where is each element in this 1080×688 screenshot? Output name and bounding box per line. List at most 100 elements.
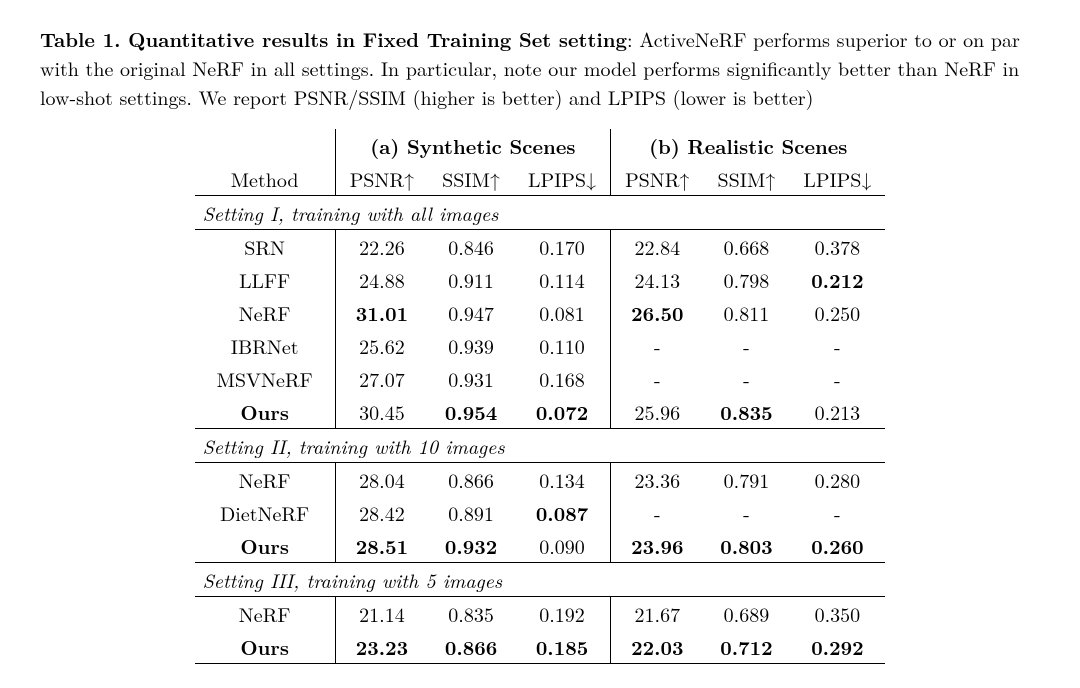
value-cell: 0.803 [704, 529, 790, 563]
col-ssim-a: SSIM↑ [428, 162, 514, 196]
table-row: SRN22.260.8460.17022.840.6680.378 [195, 230, 886, 264]
value-cell: - [789, 362, 885, 395]
method-cell: Ours [195, 395, 336, 429]
value-cell: - [789, 329, 885, 362]
value-cell: - [611, 496, 704, 529]
value-cell: 0.668 [704, 230, 790, 264]
value-cell: 22.26 [335, 230, 428, 264]
value-cell: 0.185 [514, 630, 611, 664]
method-cell: SRN [195, 230, 336, 264]
value-cell: 0.250 [789, 296, 885, 329]
value-cell: 0.866 [428, 630, 514, 664]
method-cell: MSVNeRF [195, 362, 336, 395]
value-cell: 28.51 [335, 529, 428, 563]
value-cell: 0.866 [428, 463, 514, 497]
section-label: Setting II, training with 10 images [195, 429, 886, 463]
value-cell: 22.84 [611, 230, 704, 264]
section-label: Setting III, training with 5 images [195, 563, 886, 597]
col-ssim-b: SSIM↑ [704, 162, 790, 196]
method-cell: IBRNet [195, 329, 336, 362]
value-cell: 0.081 [514, 296, 611, 329]
value-cell: 0.932 [428, 529, 514, 563]
value-cell: 0.212 [789, 263, 885, 296]
value-cell: 27.07 [335, 362, 428, 395]
table-row: DietNeRF28.420.8910.087--- [195, 496, 886, 529]
col-psnr-a: PSNR↑ [335, 162, 428, 196]
value-cell: 0.954 [428, 395, 514, 429]
value-cell: 0.170 [514, 230, 611, 264]
value-cell: 0.134 [514, 463, 611, 497]
value-cell: - [611, 329, 704, 362]
table-row: Ours28.510.9320.09023.960.8030.260 [195, 529, 886, 563]
table-row: LLFF24.880.9110.11424.130.7980.212 [195, 263, 886, 296]
value-cell: - [789, 496, 885, 529]
value-cell: 0.947 [428, 296, 514, 329]
value-cell: - [704, 362, 790, 395]
value-cell: - [704, 496, 790, 529]
value-cell: 0.811 [704, 296, 790, 329]
section-header-row: Setting I, training with all images [195, 196, 886, 230]
value-cell: 0.846 [428, 230, 514, 264]
value-cell: 0.087 [514, 496, 611, 529]
value-cell: 28.42 [335, 496, 428, 529]
value-cell: 0.280 [789, 463, 885, 497]
value-cell: 0.835 [428, 597, 514, 631]
value-cell: 0.798 [704, 263, 790, 296]
col-lpips-a: LPIPS↓ [514, 162, 611, 196]
table-row: NeRF21.140.8350.19221.670.6890.350 [195, 597, 886, 631]
value-cell: 0.192 [514, 597, 611, 631]
results-table: (a) Synthetic Scenes (b) Realistic Scene… [195, 129, 886, 664]
table-caption: Table 1. Quantitative results in Fixed T… [40, 24, 1040, 111]
value-cell: 23.36 [611, 463, 704, 497]
value-cell: 0.168 [514, 362, 611, 395]
method-cell: DietNeRF [195, 496, 336, 529]
table-row: Ours30.450.9540.07225.960.8350.213 [195, 395, 886, 429]
method-cell: NeRF [195, 597, 336, 631]
section-header-row: Setting III, training with 5 images [195, 563, 886, 597]
value-cell: 21.67 [611, 597, 704, 631]
value-cell: - [704, 329, 790, 362]
value-cell: 0.712 [704, 630, 790, 664]
value-cell: 0.791 [704, 463, 790, 497]
table-row: Ours23.230.8660.18522.030.7120.292 [195, 630, 886, 664]
value-cell: 0.114 [514, 263, 611, 296]
value-cell: 22.03 [611, 630, 704, 664]
method-cell: NeRF [195, 463, 336, 497]
metric-header-row: Method PSNR↑ SSIM↑ LPIPS↓ PSNR↑ SSIM↑ LP… [195, 162, 886, 196]
method-cell: Ours [195, 630, 336, 664]
value-cell: 0.072 [514, 395, 611, 429]
section-header-row: Setting II, training with 10 images [195, 429, 886, 463]
value-cell: 0.689 [704, 597, 790, 631]
table-row: NeRF31.010.9470.08126.500.8110.250 [195, 296, 886, 329]
value-cell: 0.090 [514, 529, 611, 563]
method-cell: NeRF [195, 296, 336, 329]
method-header: Method [195, 162, 336, 196]
value-cell: 23.96 [611, 529, 704, 563]
col-psnr-b: PSNR↑ [611, 162, 704, 196]
value-cell: 21.14 [335, 597, 428, 631]
value-cell: 23.23 [335, 630, 428, 664]
value-cell: 0.378 [789, 230, 885, 264]
value-cell: 28.04 [335, 463, 428, 497]
table-row: MSVNeRF27.070.9310.168--- [195, 362, 886, 395]
value-cell: - [611, 362, 704, 395]
value-cell: 24.13 [611, 263, 704, 296]
table-row: NeRF28.040.8660.13423.360.7910.280 [195, 463, 886, 497]
value-cell: 0.110 [514, 329, 611, 362]
group-b-header: (b) Realistic Scenes [611, 129, 886, 162]
group-header-row: (a) Synthetic Scenes (b) Realistic Scene… [195, 129, 886, 162]
value-cell: 0.292 [789, 630, 885, 664]
value-cell: 0.213 [789, 395, 885, 429]
value-cell: 25.62 [335, 329, 428, 362]
value-cell: 26.50 [611, 296, 704, 329]
col-lpips-b: LPIPS↓ [789, 162, 885, 196]
value-cell: 0.911 [428, 263, 514, 296]
value-cell: 0.350 [789, 597, 885, 631]
caption-title: Table 1. Quantitative results in Fixed T… [40, 24, 627, 53]
value-cell: 0.260 [789, 529, 885, 563]
method-cell: LLFF [195, 263, 336, 296]
value-cell: 0.835 [704, 395, 790, 429]
value-cell: 30.45 [335, 395, 428, 429]
section-label: Setting I, training with all images [195, 196, 886, 230]
table-row: IBRNet25.620.9390.110--- [195, 329, 886, 362]
